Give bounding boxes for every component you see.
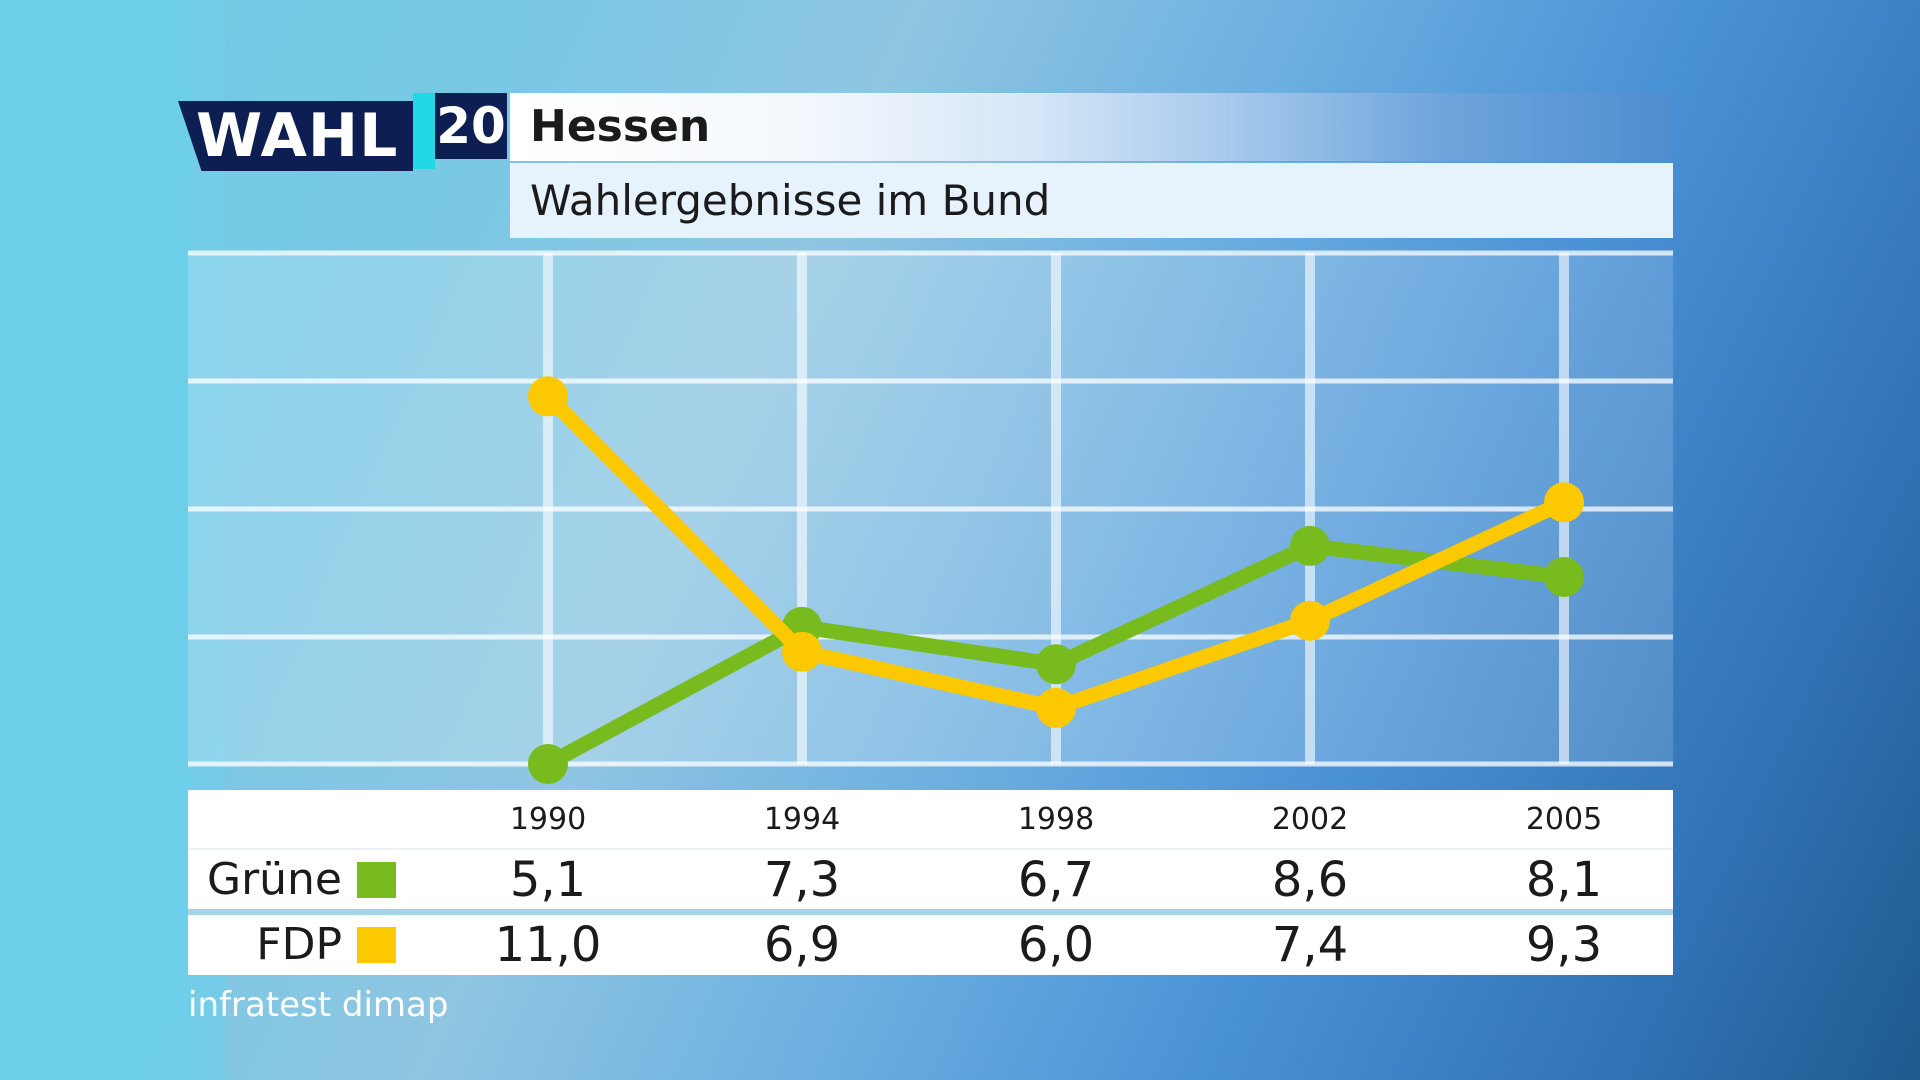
value-fdp: 6,9: [763, 917, 841, 973]
year-label: 1998: [1017, 802, 1095, 837]
logo-accent-bar: [413, 93, 435, 169]
data-point-gruene: [528, 744, 568, 784]
series-label-fdp: FDP: [256, 919, 342, 970]
value-fdp: 11,0: [494, 917, 602, 973]
value-fdp: 6,0: [1017, 917, 1095, 973]
logo-text: WAHL: [196, 101, 399, 171]
chart-title: Hessen: [530, 101, 711, 152]
wahl-logo-badge: [178, 101, 413, 171]
table-divider: [188, 848, 1673, 850]
value-gruene: 6,7: [1017, 852, 1095, 908]
chart-subtitle: Wahlergebnisse im Bund: [530, 176, 1051, 225]
data-point-gruene: [1036, 644, 1076, 685]
year-label: 2005: [1525, 802, 1603, 837]
value-gruene: 8,6: [1271, 852, 1349, 908]
data-point-fdp: [1544, 482, 1584, 523]
background-band: [0, 0, 225, 1080]
subtitle-bar: [510, 163, 1673, 238]
data-point-fdp: [1290, 600, 1330, 641]
data-point-fdp: [528, 376, 568, 417]
year-label: 2002: [1271, 802, 1349, 837]
title-bar: [510, 93, 1673, 161]
source-credit: infratest dimap: [188, 985, 449, 1025]
logo-number: 20: [435, 93, 507, 159]
legend-swatch-gruene: [357, 862, 396, 898]
legend-swatch-fdp: [357, 927, 396, 963]
value-fdp: 9,3: [1525, 917, 1603, 973]
year-label: 1990: [509, 802, 587, 837]
table-divider: [188, 909, 1673, 915]
data-table: [188, 790, 1673, 975]
value-fdp: 7,4: [1271, 917, 1349, 973]
data-point-fdp: [1036, 687, 1076, 728]
series-label-gruene: Grüne: [206, 854, 342, 905]
value-gruene: 5,1: [509, 852, 587, 908]
year-label: 1994: [763, 802, 841, 837]
data-point-gruene: [1290, 525, 1330, 566]
data-point-gruene: [1544, 557, 1584, 597]
data-point-fdp: [782, 631, 822, 672]
value-gruene: 8,1: [1525, 852, 1603, 908]
value-gruene: 7,3: [763, 852, 841, 908]
